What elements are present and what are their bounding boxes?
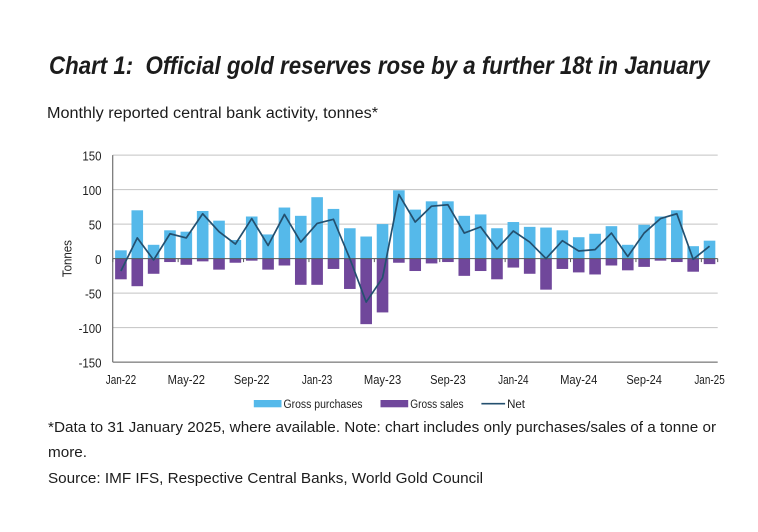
svg-text:Jan-25: Jan-25 xyxy=(694,372,724,387)
svg-text:May-24: May-24 xyxy=(560,372,597,387)
svg-text:Jan-22: Jan-22 xyxy=(106,372,136,387)
svg-text:Sep-22: Sep-22 xyxy=(234,372,270,387)
svg-text:Tonnes: Tonnes xyxy=(61,240,75,277)
svg-text:May-23: May-23 xyxy=(364,372,401,387)
svg-text:0: 0 xyxy=(95,252,101,267)
svg-text:-100: -100 xyxy=(79,321,102,336)
svg-text:100: 100 xyxy=(82,183,101,198)
svg-text:Jan-24: Jan-24 xyxy=(498,372,528,387)
svg-text:150: 150 xyxy=(82,149,101,164)
svg-text:May-22: May-22 xyxy=(168,372,205,387)
svg-text:Gross sales: Gross sales xyxy=(410,399,464,411)
svg-text:Gross purchases: Gross purchases xyxy=(284,399,363,411)
svg-text:Jan-23: Jan-23 xyxy=(302,372,332,387)
svg-text:Sep-24: Sep-24 xyxy=(626,372,662,387)
svg-text:Net: Net xyxy=(507,399,526,411)
svg-text:Sep-23: Sep-23 xyxy=(430,372,466,387)
svg-text:-150: -150 xyxy=(79,356,102,371)
svg-text:-50: -50 xyxy=(85,287,102,302)
svg-text:50: 50 xyxy=(89,218,102,233)
